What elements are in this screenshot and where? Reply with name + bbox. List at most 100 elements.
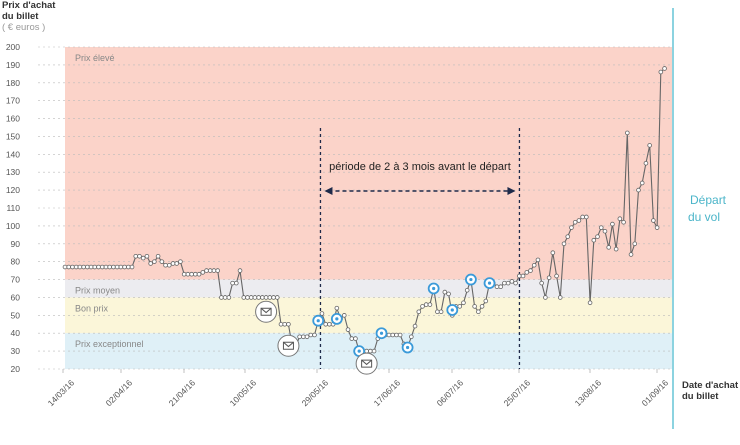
envelope-body xyxy=(282,341,294,350)
data-point xyxy=(301,334,306,340)
x-tick-label: 14/03/16 xyxy=(46,377,77,408)
highlight-dot xyxy=(487,281,492,285)
zone-label: Prix moyen xyxy=(75,286,120,296)
data-point xyxy=(613,246,619,252)
period-annotation: période de 2 à 3 mois avant le départ xyxy=(319,8,674,429)
envelope-body xyxy=(361,359,373,368)
data-point xyxy=(636,187,641,193)
data-point xyxy=(137,253,142,259)
highlight-dot xyxy=(316,319,320,323)
data-point xyxy=(572,220,578,225)
data-point xyxy=(494,284,500,290)
zone-0 xyxy=(65,47,672,280)
data-point xyxy=(222,295,228,300)
data-point xyxy=(561,241,567,247)
data-point xyxy=(546,275,552,281)
zone-label: Prix exceptionnel xyxy=(75,339,144,349)
data-point xyxy=(200,270,206,275)
data-point xyxy=(371,348,377,354)
x-tick-label: 02/04/16 xyxy=(104,377,135,408)
x-tick-label: 21/04/16 xyxy=(167,377,198,408)
data-point xyxy=(472,304,477,309)
data-point xyxy=(535,257,541,263)
data-point xyxy=(427,302,433,307)
data-point xyxy=(215,268,220,273)
data-point xyxy=(550,250,556,256)
data-point xyxy=(476,309,481,315)
data-point xyxy=(193,271,198,277)
data-point xyxy=(606,245,611,250)
data-point xyxy=(479,304,485,309)
y-tick-label: 60 xyxy=(11,292,21,302)
y-tick-label: 170 xyxy=(6,96,20,106)
data-point xyxy=(502,280,507,286)
data-point xyxy=(260,295,265,300)
data-point xyxy=(509,279,515,284)
data-point xyxy=(166,262,172,268)
data-point xyxy=(598,225,604,230)
data-point xyxy=(111,264,116,270)
x-tick-label: 10/05/16 xyxy=(228,377,259,408)
data-point xyxy=(62,264,68,270)
data-point xyxy=(70,264,75,270)
y-tick-label: 100 xyxy=(6,221,20,231)
data-point xyxy=(442,289,448,295)
data-point xyxy=(81,264,86,270)
data-point xyxy=(394,332,399,338)
mail-icons xyxy=(255,300,378,375)
data-point xyxy=(271,295,276,300)
data-point xyxy=(651,218,656,223)
data-point xyxy=(368,348,373,354)
y-tick-label: 70 xyxy=(11,275,21,285)
data-point xyxy=(334,305,340,311)
data-point xyxy=(144,253,150,259)
data-point xyxy=(118,264,124,270)
data-point xyxy=(397,332,403,338)
y-tick-label: 130 xyxy=(6,167,20,177)
data-point xyxy=(140,255,146,261)
x-tick-label: 17/06/16 xyxy=(372,377,403,408)
data-point xyxy=(159,259,165,264)
data-point xyxy=(114,264,120,270)
x-tick-label: 01/09/16 xyxy=(640,377,671,408)
y-tick-label: 190 xyxy=(6,60,20,70)
data-point xyxy=(438,309,444,315)
data-point xyxy=(163,262,168,268)
envelope-body xyxy=(260,307,272,316)
y-tick-label: 30 xyxy=(11,346,21,356)
data-point xyxy=(248,295,254,300)
data-point xyxy=(505,280,511,286)
gridlines xyxy=(38,46,672,370)
data-point xyxy=(639,180,645,186)
data-point xyxy=(584,214,589,220)
data-point xyxy=(286,321,291,327)
highlight-dot xyxy=(379,331,384,335)
y-axis-ticks: 20 30 40 50 60 70 80 90 100 110 120 130 140 150 160 170… xyxy=(6,42,20,374)
highlight-dot xyxy=(406,345,410,350)
data-point xyxy=(185,271,191,277)
data-point xyxy=(513,280,518,286)
data-point xyxy=(464,287,470,293)
data-point xyxy=(517,273,522,279)
data-point xyxy=(230,280,235,286)
data-point xyxy=(625,130,630,136)
departure-label-line1: Départ xyxy=(690,193,727,207)
data-point xyxy=(96,264,101,270)
zone-1 xyxy=(65,279,672,298)
data-point xyxy=(263,295,269,300)
y-tick-label: 40 xyxy=(11,328,21,338)
data-point xyxy=(498,284,503,290)
y-tick-label: 20 xyxy=(11,364,21,374)
data-point xyxy=(628,252,634,257)
data-point xyxy=(390,332,396,338)
data-point xyxy=(341,313,347,318)
envelope-flap xyxy=(260,307,272,314)
data-point xyxy=(632,241,638,247)
data-point xyxy=(256,295,261,300)
highlight-dot xyxy=(335,317,339,321)
data-point xyxy=(435,309,440,315)
data-point xyxy=(386,332,392,338)
data-point xyxy=(245,295,250,300)
data-point xyxy=(349,336,355,341)
data-point xyxy=(420,304,425,309)
